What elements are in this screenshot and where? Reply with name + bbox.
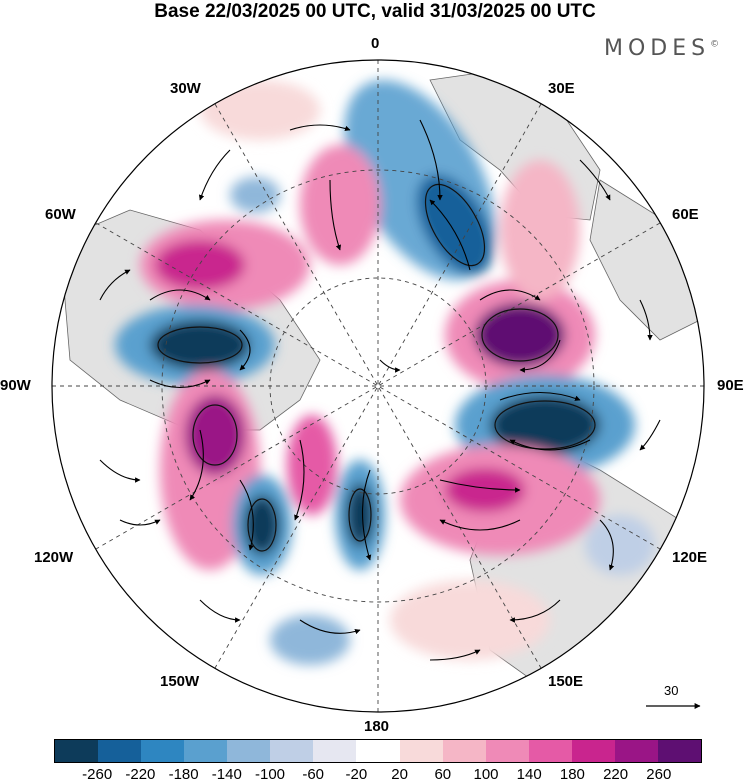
colorbar-swatch	[485, 740, 529, 762]
colorbar-tick-label: -60	[302, 766, 325, 783]
colorbar-swatch	[55, 740, 99, 762]
brand-logo: MODES©	[604, 36, 719, 61]
label-30e: 30E	[548, 80, 575, 97]
colorbar-swatch	[356, 740, 400, 762]
colorbar-swatch	[614, 740, 658, 762]
anomaly-pos-1-core	[475, 303, 565, 367]
anomaly-pos-5	[287, 415, 337, 515]
polar-map	[51, 59, 705, 713]
colorbar	[54, 739, 702, 763]
colorbar-tick-label: -260	[82, 766, 113, 783]
anomaly-pos-8	[200, 80, 320, 140]
anomaly-neg-4-core	[244, 495, 280, 555]
map-title: Base 22/03/2025 00 UTC, valid 31/03/2025…	[154, 1, 596, 22]
label-90w: 90W	[0, 377, 31, 394]
colorbar-swatch	[184, 740, 228, 762]
map-border	[51, 59, 705, 713]
colorbar-tick-label: 60	[434, 766, 452, 783]
label-30w: 30W	[170, 80, 201, 97]
colorbar-swatch	[141, 740, 185, 762]
brand-name: MODES	[604, 36, 711, 61]
label-150e: 150E	[548, 673, 584, 690]
label-0: 0	[371, 35, 380, 52]
wind-vectors	[99, 119, 661, 661]
anomaly-neg-1-core	[417, 175, 493, 275]
label-180: 180	[364, 718, 390, 735]
colorbar-tick-label: -180	[168, 766, 199, 783]
brand-mark: ©	[710, 39, 720, 50]
colorbar-tick-label: -100	[254, 766, 286, 783]
label-120e: 120E	[672, 549, 708, 566]
colorbar-tick-label: -220	[125, 766, 156, 783]
colorbar-tick-label: 180	[559, 766, 585, 783]
anomaly-pos-3-core	[155, 240, 245, 290]
colorbar-tick-label: 140	[516, 766, 542, 783]
graticule	[52, 60, 704, 712]
colorbar-swatch	[399, 740, 443, 762]
contour-lines	[157, 183, 596, 552]
colorbar-swatch	[571, 740, 615, 762]
colorbar-swatch	[442, 740, 486, 762]
label-90e: 90E	[717, 377, 744, 394]
colorbar-tick-label: -20	[345, 766, 368, 783]
anomaly-pos-7	[500, 160, 580, 300]
anomaly-pos-4-core	[185, 395, 245, 475]
colorbar-swatch	[657, 740, 701, 762]
colorbar-tick-label: 220	[603, 766, 629, 783]
label-120w: 120W	[34, 549, 74, 566]
anomaly-pos-6	[300, 145, 380, 265]
anomaly-pos-9	[390, 580, 550, 660]
label-150w: 150W	[160, 673, 200, 690]
reference-vector-value: 30	[664, 683, 679, 698]
anomaly-neg-7	[585, 515, 655, 575]
anomaly-neg-6	[270, 615, 350, 665]
colorbar-swatch	[528, 740, 572, 762]
label-60e: 60E	[672, 206, 699, 223]
anomaly-neg-8	[230, 177, 280, 213]
colorbar-tick-label: 260	[646, 766, 672, 783]
anomaly-pos-2-core	[445, 468, 525, 512]
colorbar-swatch	[313, 740, 357, 762]
anomaly-neg-5-core	[346, 483, 374, 547]
colorbar-tick-label: 100	[473, 766, 499, 783]
colorbar-ticks: -260 -220 -180 -140 -100 -60 -20 20 60 100 140 180 2…	[54, 766, 702, 783]
colorbar-tick-label: 20	[391, 766, 408, 783]
anomaly-neg-2-core	[490, 395, 600, 455]
anomaly-neg-3-core	[150, 320, 250, 370]
colorbar-swatch	[270, 740, 314, 762]
colorbar-tick-label: -140	[211, 766, 242, 783]
colorbar-swatch	[98, 740, 142, 762]
colorbar-swatch	[227, 740, 271, 762]
label-60w: 60W	[45, 206, 76, 223]
